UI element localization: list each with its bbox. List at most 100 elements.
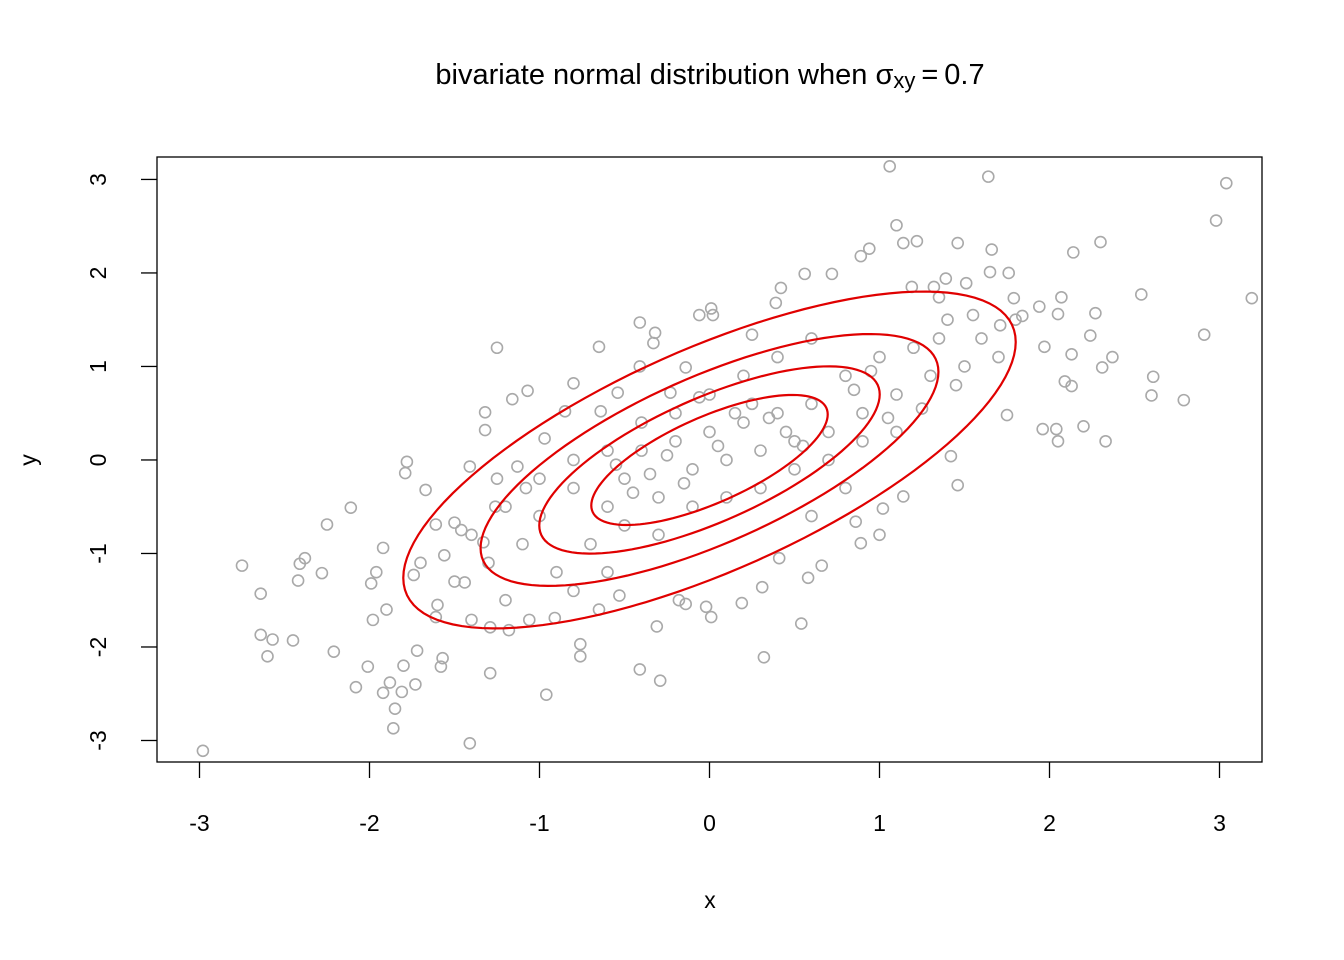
point bbox=[1015, 309, 1029, 323]
point bbox=[1145, 389, 1158, 402]
point bbox=[1033, 300, 1046, 313]
point bbox=[754, 444, 767, 457]
point bbox=[652, 528, 665, 542]
point bbox=[626, 486, 640, 499]
point bbox=[434, 660, 448, 673]
point bbox=[981, 170, 995, 183]
point bbox=[896, 236, 910, 250]
point bbox=[436, 651, 449, 665]
point bbox=[388, 702, 402, 716]
point bbox=[315, 566, 329, 580]
y-tick-label: -1 bbox=[85, 543, 111, 563]
point bbox=[779, 425, 793, 439]
point bbox=[907, 341, 920, 355]
point bbox=[483, 666, 497, 680]
y-axis-label: y bbox=[15, 454, 41, 466]
point bbox=[949, 378, 963, 392]
point bbox=[448, 575, 461, 588]
point bbox=[1055, 290, 1068, 304]
point bbox=[567, 376, 580, 390]
point bbox=[1007, 291, 1021, 305]
point bbox=[890, 218, 903, 232]
point bbox=[478, 405, 492, 419]
x-tick-label: 2 bbox=[1043, 810, 1056, 836]
point bbox=[431, 598, 444, 612]
point bbox=[873, 528, 886, 542]
point bbox=[1036, 422, 1049, 436]
point bbox=[757, 650, 771, 664]
point bbox=[437, 549, 451, 562]
point bbox=[735, 596, 749, 610]
point bbox=[798, 267, 812, 281]
point bbox=[839, 481, 852, 495]
point bbox=[1106, 350, 1119, 364]
point bbox=[805, 509, 818, 523]
point bbox=[611, 386, 625, 399]
point bbox=[941, 313, 954, 327]
point bbox=[839, 369, 852, 383]
point bbox=[490, 341, 504, 355]
point bbox=[361, 660, 375, 673]
title-text: bivariate normal distribution when bbox=[435, 59, 867, 91]
point bbox=[410, 644, 424, 658]
point bbox=[511, 460, 524, 473]
point bbox=[327, 645, 341, 658]
point bbox=[490, 472, 504, 485]
point bbox=[519, 481, 533, 495]
point bbox=[386, 722, 400, 735]
point bbox=[653, 674, 667, 687]
point bbox=[825, 267, 839, 281]
point bbox=[465, 613, 478, 627]
point bbox=[254, 587, 268, 600]
point bbox=[745, 397, 759, 411]
point bbox=[692, 308, 706, 322]
point bbox=[395, 685, 409, 699]
point bbox=[558, 405, 572, 418]
point bbox=[774, 281, 788, 295]
point bbox=[686, 463, 699, 476]
point bbox=[1000, 408, 1014, 422]
point bbox=[720, 453, 733, 467]
point bbox=[993, 319, 1007, 332]
point bbox=[1051, 434, 1065, 448]
point bbox=[533, 472, 546, 485]
point bbox=[769, 296, 783, 310]
point bbox=[266, 633, 279, 646]
title-relation: = bbox=[921, 59, 938, 91]
point bbox=[254, 628, 268, 642]
title-symbol: σ bbox=[875, 59, 893, 91]
point bbox=[1209, 214, 1223, 227]
point bbox=[876, 502, 890, 515]
point bbox=[567, 453, 580, 467]
point bbox=[672, 593, 686, 607]
point bbox=[883, 160, 897, 173]
point bbox=[601, 500, 614, 514]
title-subscript: xy bbox=[893, 68, 915, 93]
point bbox=[369, 565, 383, 579]
y-tick-label: -3 bbox=[85, 730, 111, 750]
y-tick-label: 2 bbox=[85, 267, 111, 280]
point bbox=[1089, 306, 1102, 320]
point bbox=[932, 332, 946, 345]
point bbox=[594, 405, 608, 418]
point bbox=[1197, 328, 1211, 341]
point bbox=[376, 541, 390, 555]
contour bbox=[402, 290, 1017, 630]
point bbox=[448, 516, 461, 529]
point bbox=[499, 500, 512, 514]
point bbox=[397, 659, 410, 672]
point bbox=[648, 326, 662, 340]
point bbox=[1077, 420, 1090, 433]
contour bbox=[479, 332, 940, 587]
point bbox=[1002, 266, 1016, 280]
point bbox=[573, 650, 587, 663]
point bbox=[660, 448, 674, 462]
point bbox=[320, 518, 334, 531]
point bbox=[643, 467, 657, 481]
point bbox=[1095, 361, 1109, 374]
point bbox=[915, 402, 929, 415]
point bbox=[429, 518, 443, 531]
point bbox=[772, 551, 786, 565]
point bbox=[711, 439, 725, 453]
x-tick-label: 1 bbox=[873, 810, 886, 836]
